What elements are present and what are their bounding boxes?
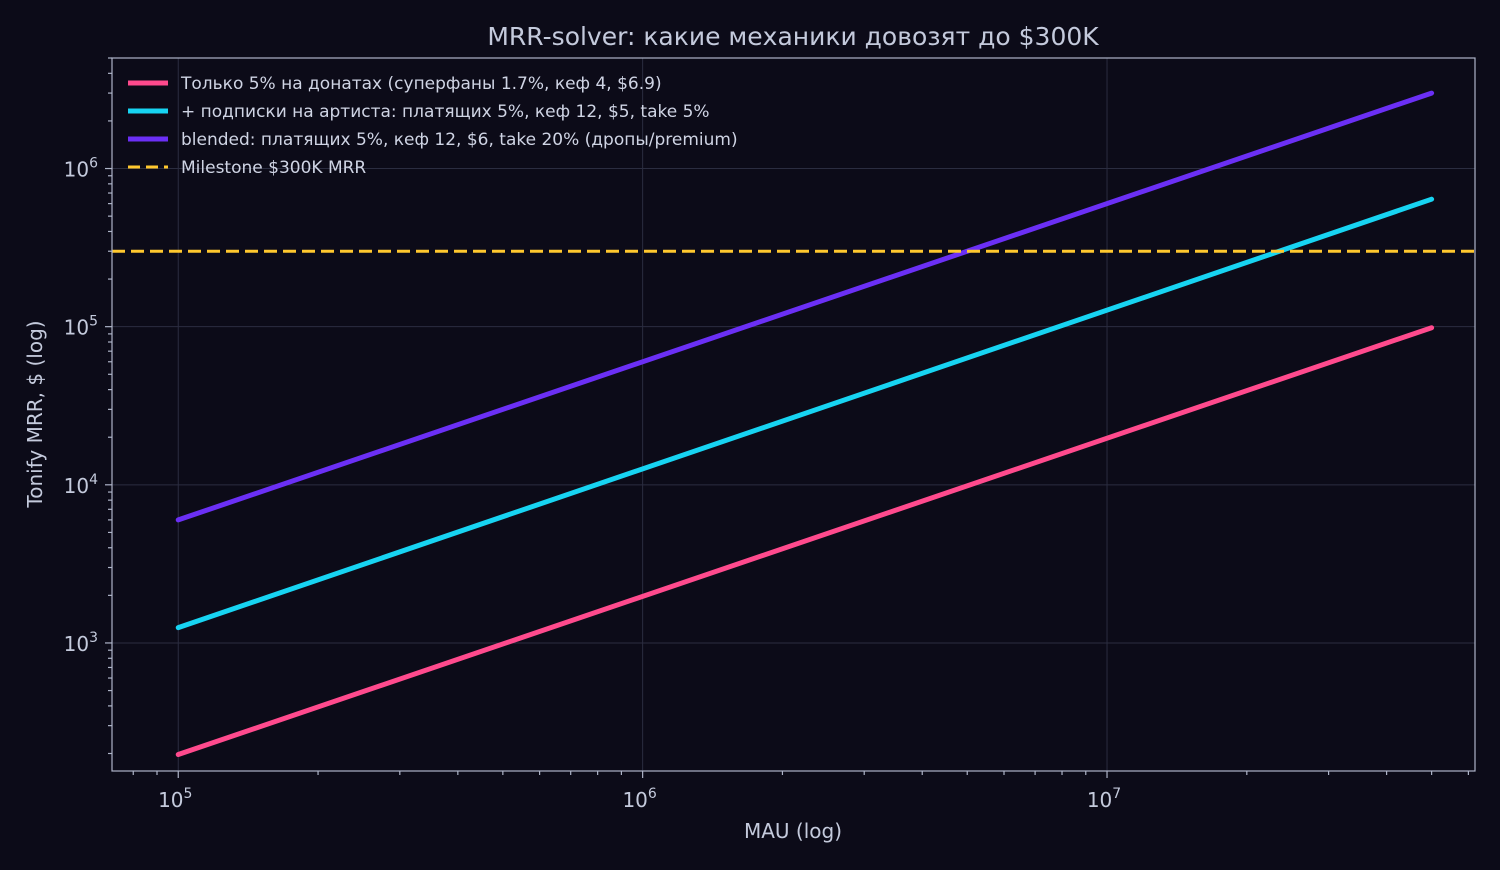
series-line-1: [175, 325, 1435, 758]
series-line-2: [175, 196, 1435, 631]
legend-label-1: Только 5% на донатах (суперфаны 1.7%, ке…: [180, 74, 662, 94]
x-tick-label: 105: [158, 786, 192, 812]
series-line-3: [175, 90, 1435, 523]
chart-title: MRR-solver: какие механики довозят до $3…: [487, 22, 1099, 51]
x-axis-label: MAU (log): [744, 819, 842, 843]
y-tick-label: 106: [64, 156, 98, 182]
x-tick-label: 106: [622, 786, 656, 812]
series-lines: [112, 90, 1475, 758]
y-tick-label: 103: [64, 630, 98, 656]
grid: [112, 58, 1475, 771]
minor-ticks: [108, 57, 1469, 775]
x-tick-label: 107: [1087, 786, 1121, 812]
y-tick-label: 105: [64, 314, 98, 340]
legend-label-4: Milestone $300K MRR: [181, 158, 366, 178]
legend-label-3: blended: платящих 5%, кеф 12, $6, take 2…: [181, 130, 738, 150]
y-axis-ticks: 103 104 105 106: [64, 156, 112, 656]
legend-label-2: + подписки на артиста: платящих 5%, кеф …: [181, 102, 710, 122]
legend: Только 5% на донатах (суперфаны 1.7%, ке…: [128, 74, 738, 178]
y-axis-label: Tonify MRR, $ (log): [23, 320, 47, 508]
plot-frame: [111, 57, 1476, 772]
y-tick-label: 104: [64, 472, 98, 498]
x-axis-ticks: 105 106 107: [158, 771, 1121, 812]
plot-background: [112, 58, 1475, 771]
